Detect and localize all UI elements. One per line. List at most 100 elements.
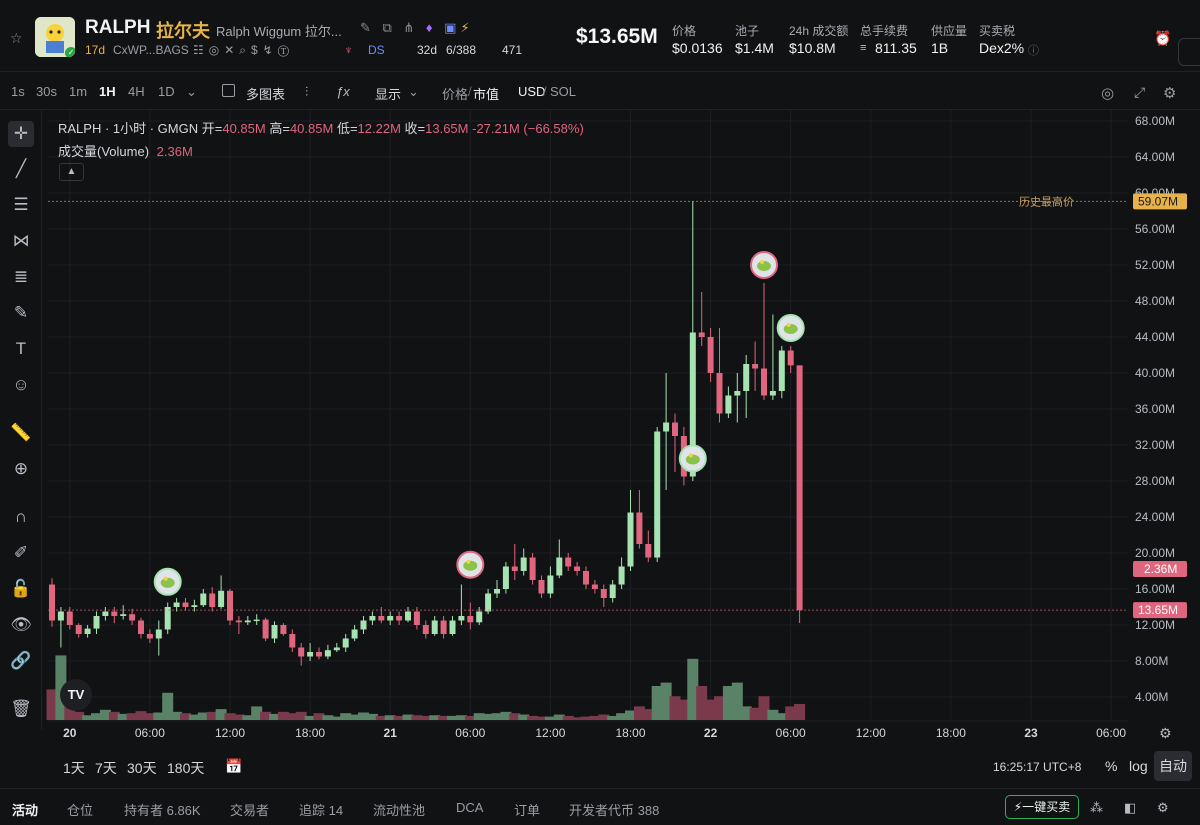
- fib-icon[interactable]: ≣: [13, 267, 29, 286]
- tab-activity[interactable]: 活动: [12, 803, 39, 818]
- timeframe-1m[interactable]: 1m: [69, 84, 88, 99]
- trade-markers[interactable]: [153, 251, 805, 596]
- trade-marker-eye: [466, 559, 471, 564]
- panel-layout-icon[interactable]: ◧: [1124, 800, 1137, 815]
- tab-positions[interactable]: 仓位: [67, 803, 94, 818]
- timeframe-dropdown-icon[interactable]: ⌄: [186, 84, 197, 99]
- token-avatar[interactable]: ✓: [35, 17, 75, 57]
- views-count: 471: [502, 43, 523, 57]
- candle-body: [173, 602, 180, 607]
- volume-bar: [269, 713, 280, 720]
- display-dropdown-icon[interactable]: ⌄: [408, 84, 419, 99]
- candle-type-icon[interactable]: ⫶: [305, 84, 309, 99]
- candlestick-chart[interactable]: 历史最高价 4.00M 8.00M 12.00M 16.00M 20.00M 24.00M…: [43, 110, 1200, 750]
- zoom-in-icon[interactable]: ⊕: [13, 459, 29, 478]
- eye-icon[interactable]: 👁: [10, 615, 32, 634]
- social-link-icons[interactable]: ☷◎✕⌕$↯Ⓣ: [193, 43, 294, 57]
- candle-body: [787, 350, 794, 366]
- candle-body: [262, 619, 269, 639]
- timeframe-1d[interactable]: 1D: [158, 84, 175, 99]
- tradingview-logo[interactable]: TV: [60, 679, 92, 711]
- chart-toolbar: 1s 30s 1m 1H 4H 1D ⌄ 多图表 ⫶ ƒx 显示 ⌄ 价格 / …: [0, 72, 1200, 110]
- ruler-icon[interactable]: 📏: [10, 423, 32, 442]
- candle-body: [387, 616, 394, 621]
- tab-liquidity[interactable]: 流动性池: [373, 803, 426, 818]
- candle-body: [235, 620, 242, 623]
- settings-gear-icon[interactable]: ⚙: [1163, 85, 1177, 102]
- trendline-icon[interactable]: ╱: [15, 159, 27, 178]
- info-icon[interactable]: ⓘ: [1028, 45, 1039, 57]
- contract-address[interactable]: CxWP...BAGS: [113, 43, 189, 57]
- share-icon[interactable]: ⁂: [1090, 800, 1103, 815]
- lock-icon[interactable]: 🔓: [10, 579, 32, 598]
- bottom-settings-icon[interactable]: ⚙: [1157, 800, 1169, 815]
- emoji-icon[interactable]: ☺: [12, 375, 30, 394]
- axis-settings-icon[interactable]: ⚙: [1159, 725, 1172, 741]
- volume-bar: [188, 714, 200, 720]
- crosshair-icon[interactable]: ✛: [8, 121, 34, 147]
- auto-scale-toggle[interactable]: 自动: [1154, 751, 1192, 781]
- volume-bar: [464, 715, 476, 720]
- range-7d[interactable]: 7天: [95, 760, 117, 776]
- fullscreen-icon[interactable]: ⤢: [1134, 84, 1146, 100]
- tab-tracking[interactable]: 追踪 14: [299, 803, 344, 818]
- camera-icon[interactable]: ◎: [1101, 85, 1115, 102]
- time-axis[interactable]: 20 06:00 12:00 18:00 21 06:00 12:00 18:00 22 06:0…: [63, 726, 1126, 740]
- price-axis[interactable]: 4.00M 8.00M 12.00M 16.00M 20.00M 24.00M 28.00M…: [1133, 114, 1187, 704]
- tab-holders[interactable]: 持有者 6.86K: [124, 803, 201, 818]
- volume-bar: [758, 696, 770, 720]
- timeframe-4h[interactable]: 4H: [128, 84, 145, 99]
- log-toggle[interactable]: log: [1129, 758, 1148, 774]
- legend-high: 40.85M: [289, 121, 334, 136]
- mcap-toggle[interactable]: 市值: [473, 87, 500, 102]
- price-toggle[interactable]: 价格: [442, 87, 469, 102]
- stat-pool-value: $1.4M: [735, 40, 774, 56]
- sol-toggle[interactable]: SOL: [550, 84, 577, 99]
- volume-bar: [340, 713, 352, 720]
- horizontal-lines-icon[interactable]: ☰: [13, 195, 29, 214]
- stat-supply-label: 供应量: [931, 24, 968, 38]
- tab-orders[interactable]: 订单: [514, 803, 541, 818]
- range-30d[interactable]: 30天: [127, 760, 157, 776]
- range-180d[interactable]: 180天: [167, 760, 205, 776]
- token-full-name: Ralph Wiggum 拉尔...: [216, 24, 342, 39]
- alarm-icon[interactable]: ⏰: [1154, 30, 1172, 46]
- tab-traders[interactable]: 交易者: [230, 803, 270, 818]
- dexscreener-label[interactable]: DS: [368, 43, 385, 57]
- lock-drawing-icon[interactable]: ✐: [13, 543, 29, 562]
- candle-body: [129, 614, 136, 621]
- y-tick-label: 56.00M: [1135, 222, 1175, 236]
- timeframe-30s[interactable]: 30s: [36, 84, 57, 99]
- quick-buy-sell-button[interactable]: ⚡一键买卖: [1005, 795, 1079, 819]
- range-1d[interactable]: 1天: [63, 760, 85, 776]
- trash-icon[interactable]: 🗑: [10, 699, 32, 718]
- collapse-legend-button[interactable]: ▲: [59, 163, 84, 181]
- indicators-icon[interactable]: ƒx: [336, 84, 350, 99]
- timeframe-1h[interactable]: 1H: [99, 84, 116, 99]
- multi-chart-checkbox[interactable]: [222, 84, 235, 97]
- pattern-icon[interactable]: ⋈: [12, 231, 30, 250]
- timeframe-1s[interactable]: 1s: [11, 84, 25, 99]
- usd-toggle[interactable]: USD: [518, 84, 546, 99]
- legend-low-label: 低=: [336, 121, 358, 136]
- tab-dca[interactable]: DCA: [456, 800, 484, 815]
- text-icon[interactable]: T: [15, 339, 27, 358]
- percent-toggle[interactable]: %: [1105, 758, 1118, 774]
- y-tick-label: 68.00M: [1135, 114, 1175, 128]
- candle-body: [752, 364, 759, 369]
- header-side-button[interactable]: [1178, 38, 1200, 66]
- magnet-icon[interactable]: ∩: [14, 507, 28, 526]
- volume-bar: [598, 714, 610, 720]
- candle-body: [209, 593, 216, 607]
- verified-badge-icon: ✓: [65, 47, 75, 57]
- favorite-star-icon[interactable]: ☆: [10, 30, 23, 46]
- display-menu[interactable]: 显示: [375, 87, 402, 102]
- header-action-icons[interactable]: ✎ ⧉ ⋔ ♦ ▣⚡: [360, 20, 474, 35]
- multi-chart-label[interactable]: 多图表: [246, 87, 286, 102]
- volume-bar: [589, 715, 601, 720]
- tab-dev-tokens[interactable]: 开发者代币 388: [569, 803, 660, 818]
- y-tick-label: 64.00M: [1135, 150, 1175, 164]
- date-range-icon[interactable]: 📅: [225, 758, 243, 774]
- link-icon[interactable]: 🔗: [10, 651, 32, 670]
- brush-icon[interactable]: ✎: [13, 303, 29, 322]
